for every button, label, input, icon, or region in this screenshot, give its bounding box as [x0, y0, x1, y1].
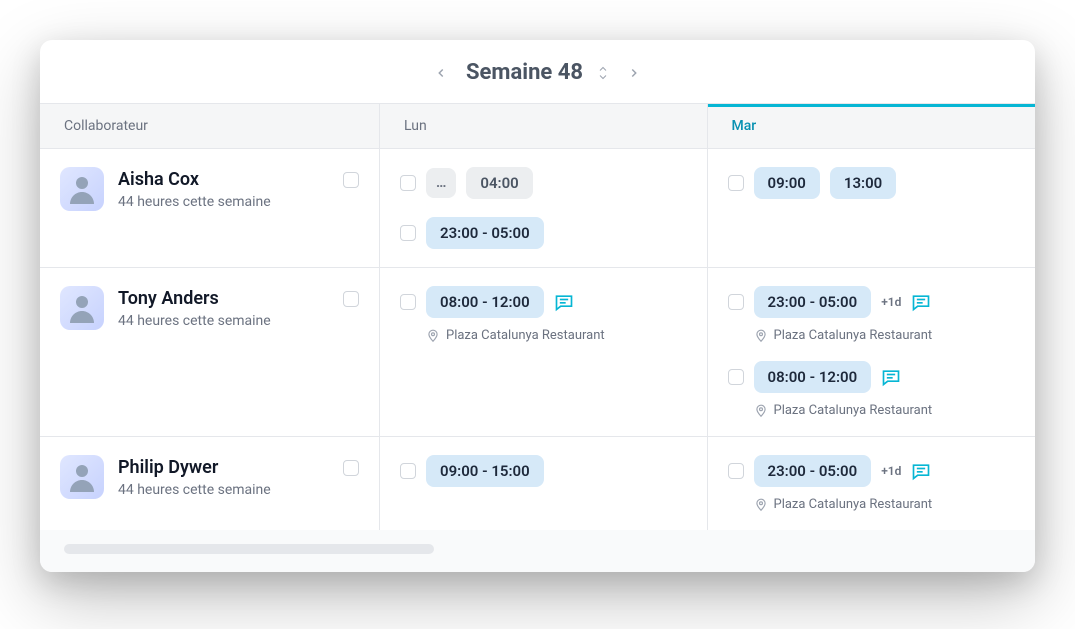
location-pin-icon — [426, 329, 440, 343]
col-collaborator: Collaborateur — [40, 104, 380, 148]
shift-location: Plaza Catalunya Restaurant — [754, 497, 1016, 512]
row-checkbox[interactable] — [343, 172, 359, 188]
location-pin-icon — [754, 404, 768, 418]
week-title: Semaine 48 — [466, 60, 583, 85]
location-text: Plaza Catalunya Restaurant — [446, 328, 605, 343]
comment-icon[interactable] — [554, 292, 574, 312]
collaborator-name: Tony Anders — [118, 288, 271, 309]
shift-block: 09:00 - 15:00 — [400, 455, 687, 487]
shift-line: 08:00 - 12:00 — [728, 361, 1016, 393]
avatar — [60, 167, 104, 211]
time-chip[interactable]: 09:00 — [754, 167, 820, 199]
time-chip[interactable]: 08:00 - 12:00 — [754, 361, 872, 393]
location-text: Plaza Catalunya Restaurant — [774, 328, 933, 343]
location-pin-icon — [754, 329, 768, 343]
shift-block: 23:00 - 05:00 +1d Plaza Catalunya Restaura… — [728, 455, 1016, 512]
location-pin-icon — [754, 498, 768, 512]
collaborator-cell: Tony Anders 44 heures cette semaine — [40, 268, 380, 436]
shift-checkbox[interactable] — [400, 175, 416, 191]
schedule-row: Philip Dywer 44 heures cette semaine 09:00… — [40, 437, 1035, 530]
prev-week-button[interactable] — [430, 62, 452, 84]
shift-checkbox[interactable] — [728, 294, 744, 310]
shift-checkbox[interactable] — [728, 463, 744, 479]
time-chip[interactable]: 23:00 - 05:00 — [754, 286, 872, 318]
collaborator-cell: Aisha Cox 44 heures cette semaine — [40, 149, 380, 267]
shift-checkbox[interactable] — [400, 225, 416, 241]
next-week-button[interactable] — [623, 62, 645, 84]
time-chip[interactable]: 08:00 - 12:00 — [426, 286, 544, 318]
shift-location: Plaza Catalunya Restaurant — [754, 403, 1016, 418]
comment-icon[interactable] — [911, 461, 931, 481]
day-cell: 23:00 - 05:00 +1d Plaza Catalunya Restaura… — [708, 268, 1036, 436]
week-stepper[interactable] — [597, 65, 609, 81]
shift-checkbox[interactable] — [728, 369, 744, 385]
schedule-card: Semaine 48 Collaborateur Lun Mar Aisha C… — [40, 40, 1035, 572]
shift-block: … 04:00 — [400, 167, 687, 199]
day-cell: 09:00 13:00 — [708, 149, 1036, 267]
location-text: Plaza Catalunya Restaurant — [774, 403, 933, 418]
time-chip[interactable]: 09:00 - 15:00 — [426, 455, 544, 487]
day-cell: 08:00 - 12:00 Plaza Catalunya Restaurant — [380, 268, 708, 436]
collaborator-subtitle: 44 heures cette semaine — [118, 313, 271, 329]
shift-line: 23:00 - 05:00 +1d — [728, 286, 1016, 318]
shift-block: 08:00 - 12:00 Plaza Catalunya Restaurant — [728, 361, 1016, 418]
shift-block: 09:00 13:00 — [728, 167, 1016, 199]
shift-block: 23:00 - 05:00 +1d Plaza Catalunya Restaura… — [728, 286, 1016, 343]
overnight-badge: +1d — [881, 464, 901, 478]
comment-icon[interactable] — [881, 367, 901, 387]
row-checkbox[interactable] — [343, 291, 359, 307]
location-text: Plaza Catalunya Restaurant — [774, 497, 933, 512]
comment-icon[interactable] — [911, 292, 931, 312]
shift-location: Plaza Catalunya Restaurant — [754, 328, 1016, 343]
time-chip[interactable]: 04:00 — [466, 167, 532, 199]
shift-block: 08:00 - 12:00 Plaza Catalunya Restaurant — [400, 286, 687, 343]
day-cell: 09:00 - 15:00 — [380, 437, 708, 530]
overnight-badge: +1d — [881, 295, 901, 309]
collaborator-subtitle: 44 heures cette semaine — [118, 194, 271, 210]
time-chip[interactable]: 23:00 - 05:00 — [426, 217, 544, 249]
schedule-row: Aisha Cox 44 heures cette semaine … 04:00 23… — [40, 149, 1035, 268]
shift-line: … 04:00 — [400, 167, 687, 199]
day-cell: … 04:00 23:00 - 05:00 — [380, 149, 708, 267]
overflow-chip[interactable]: … — [426, 168, 456, 198]
footer — [40, 530, 1035, 572]
avatar — [60, 455, 104, 499]
schedule-row: Tony Anders 44 heures cette semaine 08:00 … — [40, 268, 1035, 437]
shift-checkbox[interactable] — [400, 463, 416, 479]
week-nav-header: Semaine 48 — [40, 40, 1035, 103]
column-headers: Collaborateur Lun Mar — [40, 103, 1035, 149]
horizontal-scrollbar[interactable] — [64, 544, 434, 554]
shift-line: 09:00 - 15:00 — [400, 455, 687, 487]
collaborator-name: Aisha Cox — [118, 169, 271, 190]
collaborator-subtitle: 44 heures cette semaine — [118, 482, 271, 498]
shift-line: 23:00 - 05:00 +1d — [728, 455, 1016, 487]
shift-location: Plaza Catalunya Restaurant — [426, 328, 687, 343]
collaborator-name: Philip Dywer — [118, 457, 271, 478]
col-day-mar[interactable]: Mar — [708, 104, 1036, 148]
shift-line: 08:00 - 12:00 — [400, 286, 687, 318]
shift-line: 23:00 - 05:00 — [400, 217, 687, 249]
day-cell: 23:00 - 05:00 +1d Plaza Catalunya Restaura… — [708, 437, 1036, 530]
shift-block: 23:00 - 05:00 — [400, 217, 687, 249]
time-chip[interactable]: 23:00 - 05:00 — [754, 455, 872, 487]
shift-line: 09:00 13:00 — [728, 167, 1016, 199]
row-checkbox[interactable] — [343, 460, 359, 476]
col-day-lun[interactable]: Lun — [380, 104, 708, 148]
avatar — [60, 286, 104, 330]
schedule-rows: Aisha Cox 44 heures cette semaine … 04:00 23… — [40, 149, 1035, 530]
time-chip[interactable]: 13:00 — [830, 167, 896, 199]
shift-checkbox[interactable] — [400, 294, 416, 310]
collaborator-cell: Philip Dywer 44 heures cette semaine — [40, 437, 380, 530]
shift-checkbox[interactable] — [728, 175, 744, 191]
